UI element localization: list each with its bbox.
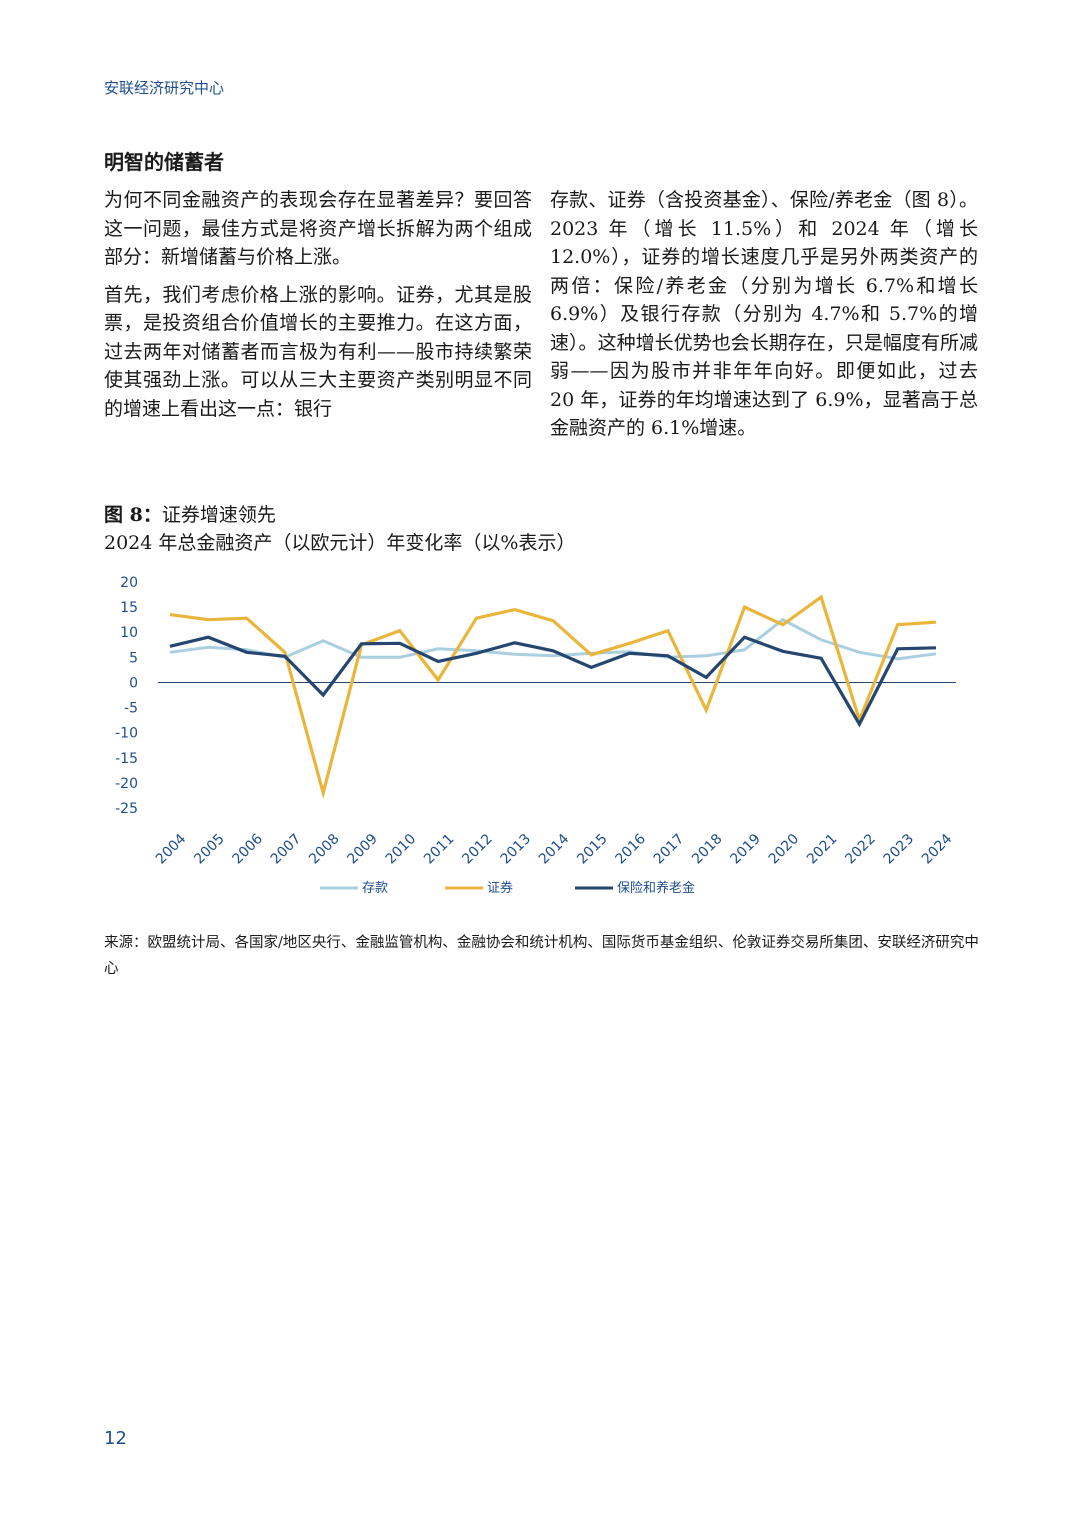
x-tick-label: 2020: [766, 831, 803, 868]
x-tick-label: 2010: [383, 831, 420, 868]
y-tick-label: -10: [115, 726, 138, 742]
page-number: 12: [104, 1428, 127, 1449]
x-tick-label: 2007: [268, 831, 305, 868]
x-tick-label: 2014: [536, 831, 573, 868]
y-tick-label: -25: [115, 801, 138, 817]
text-column-left: 为何不同金融资产的表现会存在显著差异？要回答这一问题，最佳方式是将资产增长拆解为…: [104, 186, 532, 432]
y-tick-label: 5: [129, 650, 138, 666]
x-tick-label: 2023: [881, 831, 918, 868]
paragraph: 首先，我们考虑价格上涨的影响。证券，尤其是股票，是投资组合价值增长的主要推力。在…: [104, 283, 532, 420]
y-tick-label: 0: [129, 675, 138, 691]
x-tick-label: 2009: [344, 831, 381, 868]
report-header: 安联经济研究中心: [104, 79, 225, 97]
x-tick-label: 2022: [842, 831, 879, 868]
text-column-right: 存款、证券（含投资基金）、保险/养老金（图 8）。2023 年（增长 11.5%…: [550, 186, 978, 452]
legend-label: 存款: [362, 881, 388, 896]
legend-label: 保险和养老金: [617, 880, 695, 896]
x-tick-label: 2021: [804, 831, 841, 868]
figure-label: 图 8：: [104, 504, 162, 526]
paragraph: 存款、证券（含投资基金）、保险/养老金（图 8）。2023 年（增长 11.5%…: [550, 189, 978, 439]
x-tick-label: 2013: [498, 831, 535, 868]
figure-subtitle: 2024 年总金融资产（以欧元计）年变化率（以%表示）: [104, 532, 576, 554]
x-tick-label: 2024: [919, 831, 956, 868]
legend-label: 证券: [487, 880, 513, 896]
paragraph: 为何不同金融资产的表现会存在显著差异？要回答这一问题，最佳方式是将资产增长拆解为…: [104, 189, 532, 268]
y-tick-label: 20: [120, 575, 138, 591]
x-tick-label: 2012: [459, 831, 496, 868]
x-tick-label: 2005: [191, 831, 228, 868]
x-tick-label: 2016: [613, 831, 650, 868]
series-line-3: [169, 635, 937, 728]
x-tick-label: 2015: [574, 831, 611, 868]
series-line-2: [169, 594, 937, 800]
source-note: 来源：欧盟统计局、各国家/地区央行、金融监管机构、金融协会和统计机构、国际货币基…: [104, 935, 979, 977]
x-tick-label: 2018: [689, 831, 726, 868]
x-tick-label: 2004: [153, 831, 190, 868]
x-tick-label: 2019: [727, 831, 764, 868]
legend: 存款 证券 保险和养老金: [320, 880, 695, 896]
y-tick-label: -5: [124, 701, 138, 717]
y-tick-label: 10: [120, 625, 138, 641]
series-lines: [169, 594, 937, 800]
y-tick-label: 15: [120, 600, 138, 616]
x-tick-label: 2011: [421, 831, 458, 868]
figure-title: 图 8：证券增速领先: [104, 500, 276, 527]
x-axis: 2004 2005 2006 2007 2008 2009 2010 2011 2012 2013…: [153, 831, 956, 868]
section-title: 明智的储蓄者: [104, 150, 224, 174]
y-tick-label: -20: [115, 776, 138, 792]
x-tick-label: 2017: [651, 831, 688, 868]
figure-title-text: 证券增速领先: [161, 504, 276, 526]
x-tick-label: 2008: [306, 831, 343, 868]
y-tick-label: -15: [115, 751, 138, 767]
x-tick-label: 2006: [230, 831, 267, 868]
series-line-1: [169, 617, 937, 661]
y-axis: 20 15 10 5 0 -5 -10 -15 -20 -25: [115, 575, 138, 817]
